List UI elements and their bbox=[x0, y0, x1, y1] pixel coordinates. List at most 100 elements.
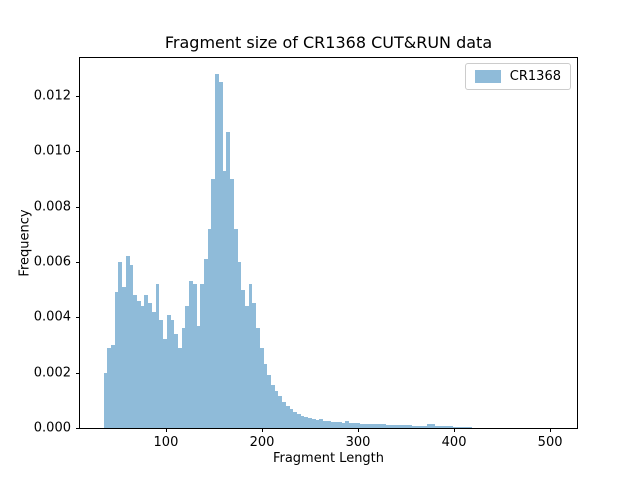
histogram-bar bbox=[174, 333, 178, 428]
histogram-bar bbox=[163, 339, 167, 428]
histogram-bar bbox=[270, 385, 275, 428]
histogram-bar bbox=[308, 417, 312, 428]
histogram-bar bbox=[419, 425, 424, 428]
histogram-bar bbox=[434, 425, 439, 428]
histogram-bar bbox=[337, 422, 342, 428]
x-tick-label: 500 bbox=[537, 435, 563, 450]
histogram-bar bbox=[282, 401, 286, 428]
histogram-bar bbox=[114, 292, 119, 428]
x-tick-label: 100 bbox=[153, 435, 179, 450]
histogram-bar bbox=[356, 423, 361, 428]
histogram-bar bbox=[144, 295, 149, 428]
histogram-bar bbox=[401, 425, 405, 428]
histogram-bar bbox=[189, 281, 193, 428]
y-tick-label: 0.006 bbox=[33, 254, 71, 270]
histogram-bar bbox=[237, 261, 242, 428]
histogram-bar bbox=[211, 178, 216, 428]
histogram-bar bbox=[468, 427, 472, 428]
histogram-bar bbox=[349, 423, 353, 428]
histogram-bar bbox=[315, 419, 320, 428]
histogram-bar bbox=[133, 295, 138, 428]
histogram-bar bbox=[159, 320, 164, 428]
histogram-bar bbox=[371, 424, 376, 428]
y-tick-label: 0.002 bbox=[33, 365, 71, 381]
histogram-bar bbox=[375, 424, 379, 428]
histogram-bar bbox=[241, 289, 245, 428]
x-tick-label: 200 bbox=[249, 435, 275, 450]
histogram-bar bbox=[192, 284, 197, 428]
x-tick bbox=[261, 428, 263, 432]
histogram-bar bbox=[341, 422, 346, 428]
histogram-bar bbox=[222, 170, 227, 428]
histogram-bar bbox=[226, 131, 231, 428]
x-tick bbox=[550, 428, 552, 432]
x-tick bbox=[454, 428, 456, 432]
y-tick-label: 0.004 bbox=[33, 309, 71, 325]
histogram-bar bbox=[230, 178, 234, 428]
histogram-bar bbox=[170, 320, 175, 428]
histogram-bar bbox=[393, 424, 398, 428]
y-tick bbox=[76, 95, 80, 97]
histogram-bar bbox=[334, 422, 338, 428]
y-tick bbox=[76, 206, 80, 208]
y-tick bbox=[76, 151, 80, 153]
legend-label: CR1368 bbox=[509, 69, 561, 84]
histogram-bar bbox=[200, 284, 204, 428]
histogram-bar bbox=[378, 424, 383, 428]
histogram-bar bbox=[181, 328, 186, 428]
histogram-bar bbox=[412, 425, 417, 428]
histogram-bar bbox=[297, 414, 301, 428]
histogram-bar bbox=[423, 425, 428, 428]
histogram-bar bbox=[122, 286, 126, 428]
y-axis-label: Frequency bbox=[17, 209, 33, 277]
histogram-bar bbox=[256, 328, 260, 428]
histogram-bar bbox=[185, 306, 190, 428]
histogram-bar bbox=[438, 426, 443, 428]
y-tick bbox=[76, 428, 80, 429]
y-tick-label: 0.012 bbox=[33, 88, 71, 104]
legend-swatch bbox=[474, 70, 501, 83]
histogram-bar bbox=[460, 426, 465, 428]
histogram-bar bbox=[248, 284, 253, 428]
histogram-bar bbox=[118, 261, 123, 428]
histogram-bar bbox=[252, 303, 257, 428]
histogram-bar bbox=[125, 256, 130, 428]
histogram-bar bbox=[274, 390, 279, 428]
histogram-bar bbox=[107, 347, 111, 428]
y-tick bbox=[76, 261, 80, 263]
histogram-bar bbox=[367, 423, 372, 428]
histogram-bar bbox=[390, 424, 394, 428]
histogram-bar bbox=[289, 409, 294, 428]
y-tick-label: 0.010 bbox=[33, 143, 71, 159]
histogram-bar bbox=[397, 424, 402, 428]
histogram-bar bbox=[319, 419, 324, 428]
histogram-bar bbox=[263, 364, 268, 428]
x-tick bbox=[358, 428, 360, 432]
histogram-bar bbox=[431, 423, 435, 428]
y-tick-label: 0.000 bbox=[33, 420, 71, 436]
histogram-bar bbox=[330, 421, 335, 428]
histogram-bar bbox=[457, 426, 461, 428]
histogram-bar bbox=[140, 306, 145, 428]
histogram-bar bbox=[427, 423, 432, 428]
histogram-bar bbox=[364, 423, 368, 428]
x-tick-label: 400 bbox=[441, 435, 467, 450]
histogram-bar bbox=[155, 284, 160, 428]
histogram-bars bbox=[80, 58, 577, 428]
histogram-bar bbox=[244, 306, 249, 428]
chart-title: Fragment size of CR1368 CUT&RUN data bbox=[164, 33, 493, 52]
histogram-bar bbox=[137, 300, 141, 428]
histogram-bar bbox=[404, 425, 409, 428]
histogram-bar bbox=[285, 405, 290, 428]
histogram-bar bbox=[166, 314, 171, 428]
histogram-bar bbox=[304, 416, 309, 428]
histogram-bar bbox=[267, 375, 271, 428]
plot-area: 100 200 300 400 500 0.000 0.002 0.004 0.006 0.008… bbox=[34, 57, 578, 450]
histogram-bar bbox=[445, 426, 450, 428]
y-tick bbox=[76, 317, 80, 319]
histogram-bar bbox=[218, 82, 223, 428]
x-axis-label: Fragment Length bbox=[272, 451, 385, 466]
histogram-bar bbox=[233, 228, 238, 428]
histogram-bar bbox=[110, 344, 115, 428]
